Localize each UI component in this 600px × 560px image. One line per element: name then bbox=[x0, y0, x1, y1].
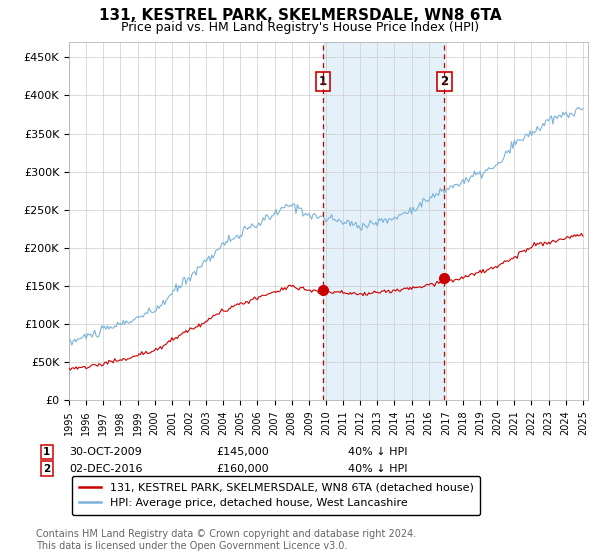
Text: Contains HM Land Registry data © Crown copyright and database right 2024.
This d: Contains HM Land Registry data © Crown c… bbox=[36, 529, 416, 551]
Text: 131, KESTREL PARK, SKELMERSDALE, WN8 6TA: 131, KESTREL PARK, SKELMERSDALE, WN8 6TA bbox=[98, 8, 502, 24]
Text: 1: 1 bbox=[43, 447, 50, 457]
Text: 1: 1 bbox=[319, 75, 327, 88]
Text: 30-OCT-2009: 30-OCT-2009 bbox=[69, 447, 142, 457]
Text: £145,000: £145,000 bbox=[216, 447, 269, 457]
Text: 40% ↓ HPI: 40% ↓ HPI bbox=[348, 447, 407, 457]
Text: 02-DEC-2016: 02-DEC-2016 bbox=[69, 464, 143, 474]
Legend: 131, KESTREL PARK, SKELMERSDALE, WN8 6TA (detached house), HPI: Average price, d: 131, KESTREL PARK, SKELMERSDALE, WN8 6TA… bbox=[72, 476, 480, 515]
Text: 40% ↓ HPI: 40% ↓ HPI bbox=[348, 464, 407, 474]
Text: 2: 2 bbox=[43, 464, 50, 474]
Text: 2: 2 bbox=[440, 75, 449, 88]
Text: £160,000: £160,000 bbox=[216, 464, 269, 474]
Text: Price paid vs. HM Land Registry's House Price Index (HPI): Price paid vs. HM Land Registry's House … bbox=[121, 21, 479, 34]
